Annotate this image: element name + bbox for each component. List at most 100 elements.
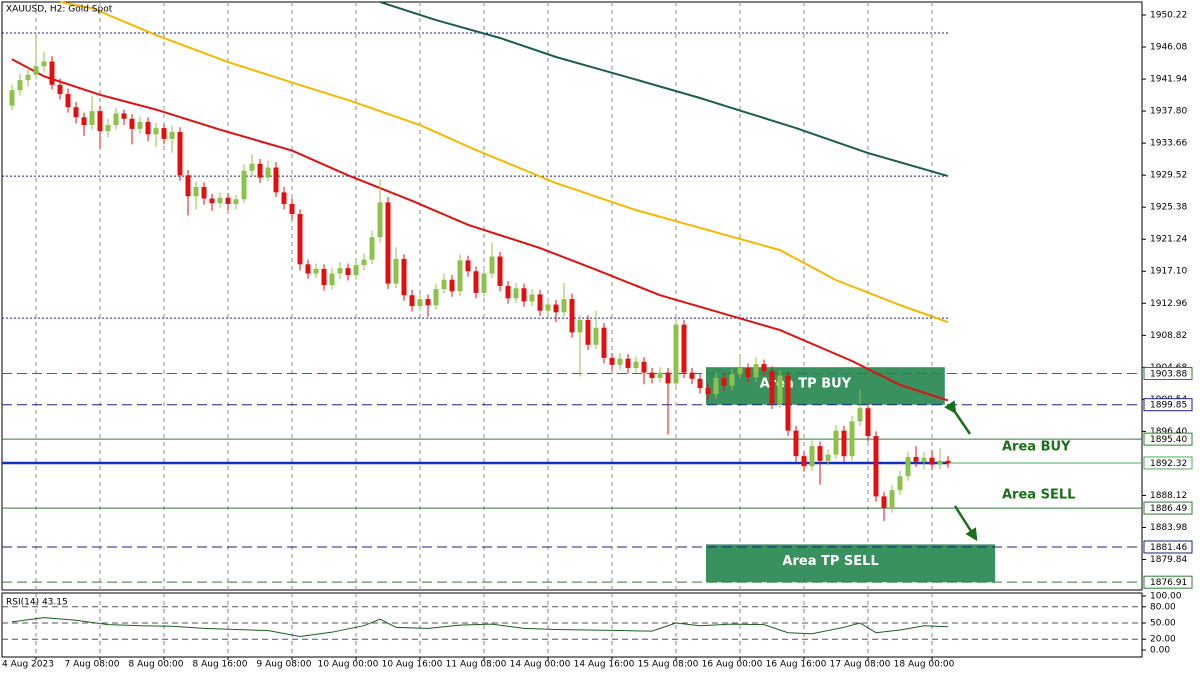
candle-body: [25, 74, 31, 81]
candle-body: [785, 375, 791, 431]
candle-body: [361, 259, 367, 266]
x-tick-label: 11 Aug 08:00: [446, 660, 507, 670]
candle-body: [329, 273, 335, 286]
y-tick-label: 1937.80: [1150, 107, 1187, 117]
candle-body: [457, 260, 463, 292]
candle-body: [41, 61, 47, 67]
candle-body: [393, 258, 399, 284]
candle-body: [169, 131, 175, 139]
price-box-label: 1903.88: [1150, 370, 1187, 380]
candle-body: [465, 260, 471, 272]
candle-body: [761, 364, 767, 372]
candle-body: [297, 213, 303, 265]
price-box-label: 1886.49: [1150, 504, 1187, 514]
candle-body: [521, 288, 527, 302]
candle-body: [633, 361, 639, 368]
rsi-line: [11, 617, 949, 638]
candle-body: [257, 163, 263, 178]
zone-label: Area TP SELL: [782, 554, 878, 569]
buy-arrow: [944, 400, 972, 435]
rsi-tick-label: 80.00: [1150, 602, 1176, 612]
candle-body: [753, 364, 759, 378]
candle-body: [905, 456, 911, 477]
y-tick-label: 1879.84: [1150, 555, 1187, 565]
candle-body: [545, 304, 551, 311]
candle-body: [321, 268, 327, 286]
candle-body: [289, 203, 295, 214]
candle-body: [673, 324, 679, 384]
x-tick-label: 8 Aug 00:00: [129, 660, 184, 670]
price-box-label: 1895.40: [1150, 435, 1187, 445]
y-tick-label: 1883.98: [1150, 523, 1187, 533]
candle-body: [65, 94, 71, 108]
candle-body: [737, 367, 743, 375]
candle-body: [209, 198, 215, 204]
candle-body: [113, 113, 119, 126]
candle-body: [449, 279, 455, 292]
rsi-tick-label: 50.00: [1150, 619, 1176, 629]
price-box: [1143, 398, 1193, 412]
candle-body: [729, 374, 735, 386]
candle-body: [241, 170, 247, 200]
candle-body: [417, 299, 423, 307]
candle-body: [585, 319, 591, 345]
candle-body: [273, 167, 279, 193]
candle-body: [193, 186, 199, 197]
candle-body: [769, 371, 775, 404]
moving-average: [11, 58, 949, 402]
candle-body: [865, 408, 871, 437]
x-tick-label: 14 Aug 16:00: [574, 660, 635, 670]
candle-body: [665, 372, 671, 384]
rsi-tick-label: 0.00: [1150, 646, 1170, 656]
candle-body: [473, 271, 479, 293]
price-box: [1143, 501, 1193, 515]
candle-body: [809, 446, 815, 467]
candle-body: [937, 460, 943, 465]
candle-body: [409, 295, 415, 307]
candle-body: [201, 186, 207, 199]
y-tick-label: 1925.38: [1150, 203, 1187, 213]
x-tick-label: 17 Aug 08:00: [830, 660, 891, 670]
candle-body: [105, 125, 111, 132]
sell-arrow: [953, 505, 978, 542]
moving-average: [379, 1, 949, 178]
candle-body: [705, 388, 711, 395]
candle-body: [537, 294, 543, 311]
candle-body: [777, 375, 783, 404]
candle-body: [401, 258, 407, 296]
candle-body: [489, 256, 495, 274]
candle-body: [145, 121, 151, 135]
candle-body: [97, 111, 103, 132]
x-tick-label: 9 Aug 08:00: [257, 660, 312, 670]
candle-body: [625, 358, 631, 368]
candle-body: [441, 279, 447, 290]
rsi-panel: [1, 592, 1143, 658]
candle-body: [929, 457, 935, 465]
candle-body: [921, 457, 927, 462]
candle-body: [817, 446, 823, 461]
x-tick-label: 18 Aug 00:00: [894, 660, 955, 670]
rsi-label: RSI(14) 43.15: [6, 598, 68, 608]
candle-body: [857, 408, 863, 422]
candle-body: [377, 202, 383, 238]
candle-body: [593, 327, 599, 345]
candle-body: [897, 476, 903, 491]
candle-body: [121, 113, 127, 119]
x-tick-label: 10 Aug 16:00: [382, 660, 443, 670]
candle-body: [793, 430, 799, 457]
x-tick-label: 16 Aug 00:00: [702, 660, 763, 670]
price-box-label: 1876.91: [1150, 578, 1187, 588]
candle-body: [177, 131, 183, 176]
candle-body: [913, 456, 919, 462]
candle-body: [265, 167, 271, 178]
rsi-tick-label: 20.00: [1150, 635, 1176, 645]
y-tick-label: 1896.40: [1150, 427, 1187, 437]
candle-body: [217, 197, 223, 204]
candle-body: [225, 197, 231, 204]
candle-body: [233, 199, 239, 204]
candle-body: [529, 294, 535, 302]
candle-body: [569, 299, 575, 333]
candle-body: [185, 175, 191, 197]
candle-body: [313, 268, 319, 274]
